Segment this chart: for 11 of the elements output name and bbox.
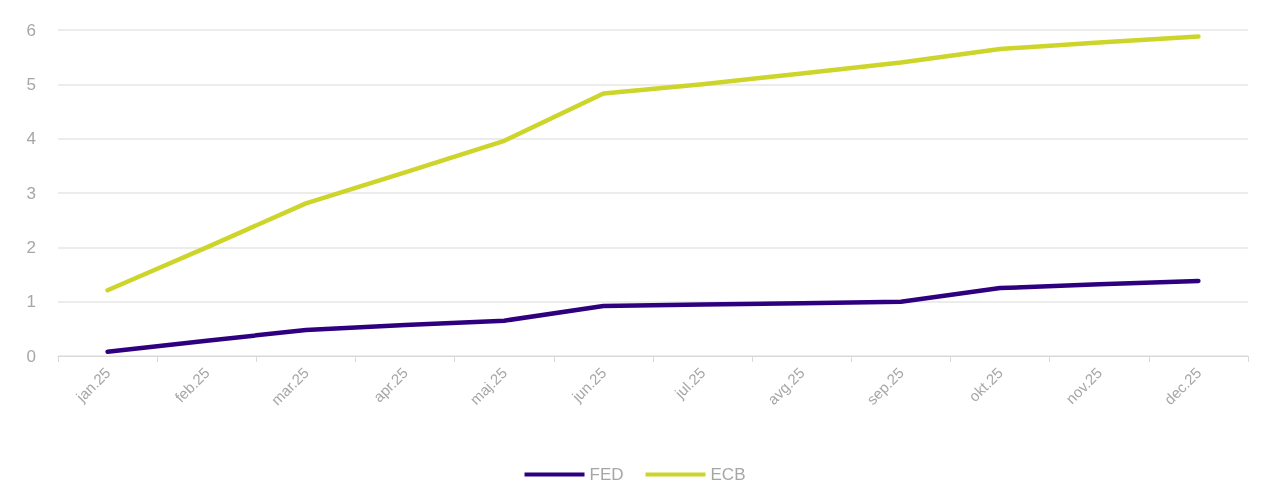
y-tick-label: 0	[26, 346, 36, 366]
line-series	[105, 34, 1201, 293]
y-tick-label: 5	[26, 74, 36, 94]
y-tick-label: 1	[26, 292, 36, 312]
y-tick-label: 2	[26, 237, 36, 257]
y-tick-label: 4	[26, 129, 36, 149]
y-tick-label: 3	[26, 183, 36, 203]
y-tick-label: 6	[26, 20, 36, 40]
legend-label: FED	[589, 465, 624, 484]
line-series	[105, 278, 1201, 354]
legend-label: ECB	[710, 465, 746, 484]
